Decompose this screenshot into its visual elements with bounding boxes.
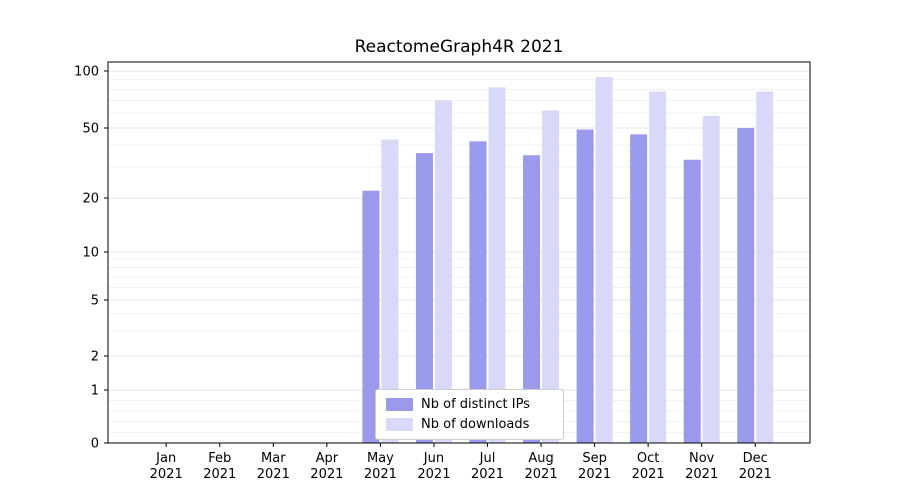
- chart-title: ReactomeGraph4R 2021: [354, 37, 564, 57]
- x-tick-label-year: 2021: [417, 467, 450, 482]
- x-tick-label-year: 2021: [310, 467, 343, 482]
- x-tick-label-month: Sep: [582, 451, 607, 466]
- bar-downloads: [702, 115, 720, 443]
- x-tick-label-year: 2021: [578, 467, 611, 482]
- x-tick-label-year: 2021: [525, 467, 558, 482]
- bar-distinct-ips: [523, 155, 541, 443]
- x-tick-label-year: 2021: [632, 467, 665, 482]
- x-tick-label-month: Dec: [743, 451, 768, 466]
- y-tick-label: 2: [91, 349, 99, 364]
- legend-label-distinct-ips: Nb of distinct IPs: [421, 397, 530, 412]
- x-tick-label-year: 2021: [685, 467, 718, 482]
- bar-downloads: [649, 91, 667, 443]
- legend-swatch-distinct-ips: [386, 398, 413, 411]
- y-tick-label: 50: [82, 121, 99, 136]
- x-tick-label-month: Jan: [155, 451, 176, 466]
- bar-distinct-ips: [362, 190, 380, 443]
- bar-downloads: [756, 91, 774, 443]
- x-tick-label-month: Mar: [261, 451, 286, 466]
- legend-label-downloads: Nb of downloads: [421, 417, 530, 432]
- bar-distinct-ips: [683, 159, 701, 443]
- x-tick-label-month: Oct: [637, 451, 659, 466]
- legend-item-distinct-ips: Nb of distinct IPs: [386, 397, 553, 412]
- x-tick-label-year: 2021: [150, 467, 183, 482]
- x-tick-label-month: Nov: [689, 451, 715, 466]
- x-tick-label-year: 2021: [364, 467, 397, 482]
- y-tick-label: 100: [74, 64, 99, 79]
- y-tick-label: 20: [82, 191, 99, 206]
- bar-distinct-ips: [737, 128, 755, 443]
- y-tick-label: 1: [91, 383, 99, 398]
- x-tick-label-year: 2021: [257, 467, 290, 482]
- y-tick-label: 10: [82, 245, 99, 260]
- bar-distinct-ips: [415, 153, 433, 443]
- x-tick-label-year: 2021: [203, 467, 236, 482]
- bar-distinct-ips: [630, 134, 648, 443]
- bar-downloads: [488, 87, 506, 443]
- y-tick-label: 0: [91, 436, 99, 451]
- x-tick-label-year: 2021: [471, 467, 504, 482]
- x-tick-label-year: 2021: [739, 467, 772, 482]
- bar-distinct-ips: [469, 141, 487, 444]
- bar-downloads: [595, 76, 613, 444]
- x-tick-label-month: May: [367, 451, 394, 466]
- legend-item-downloads: Nb of downloads: [386, 417, 553, 432]
- bar-downloads: [542, 110, 560, 444]
- x-tick-label-month: Feb: [208, 451, 231, 466]
- x-tick-label-month: Apr: [316, 451, 339, 466]
- bar-distinct-ips: [576, 129, 594, 443]
- x-tick-label-month: Jul: [479, 451, 496, 466]
- x-tick-label-month: Jun: [423, 451, 444, 466]
- legend-swatch-downloads: [386, 418, 413, 431]
- x-tick-label-month: Aug: [528, 451, 553, 466]
- bar-downloads: [434, 100, 452, 443]
- legend: Nb of distinct IPs Nb of downloads: [375, 389, 564, 440]
- y-tick-label: 5: [91, 293, 99, 308]
- bar-downloads: [381, 139, 399, 444]
